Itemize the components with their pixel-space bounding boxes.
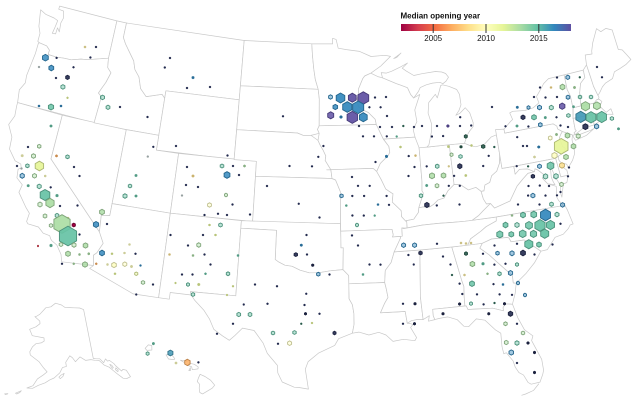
svg-text:2015: 2015 (530, 34, 548, 43)
svg-text:Median opening year: Median opening year (401, 12, 481, 21)
svg-text:2005: 2005 (424, 34, 442, 43)
svg-text:2010: 2010 (477, 34, 495, 43)
